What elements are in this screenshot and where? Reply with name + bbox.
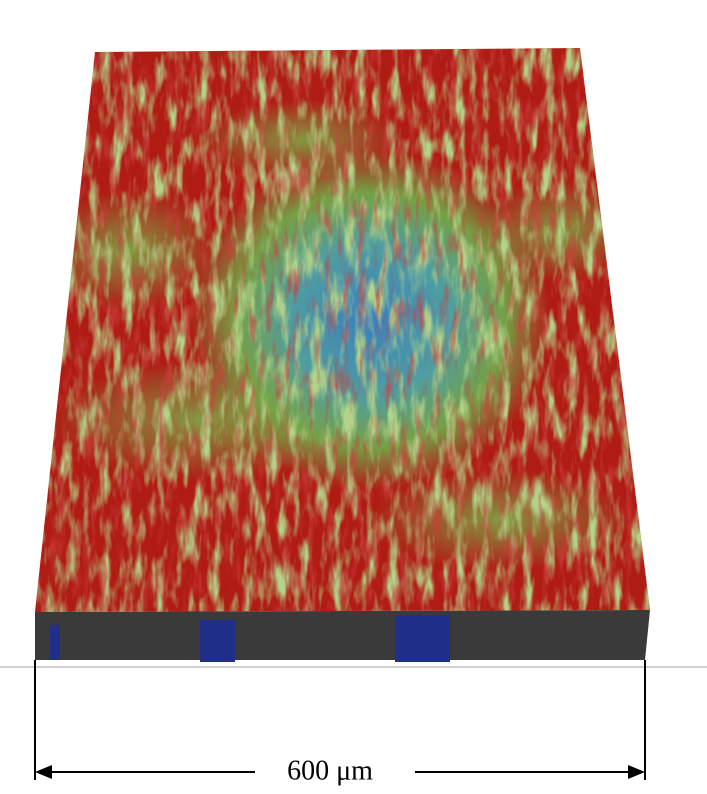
surface-base (35, 610, 650, 660)
base-dips (50, 615, 450, 662)
scale-bar (34, 660, 646, 780)
scale-label: 600 μm (287, 755, 373, 786)
arrow-head-left (35, 765, 52, 779)
surface-map (35, 48, 650, 612)
arrow-head-right (628, 765, 645, 779)
